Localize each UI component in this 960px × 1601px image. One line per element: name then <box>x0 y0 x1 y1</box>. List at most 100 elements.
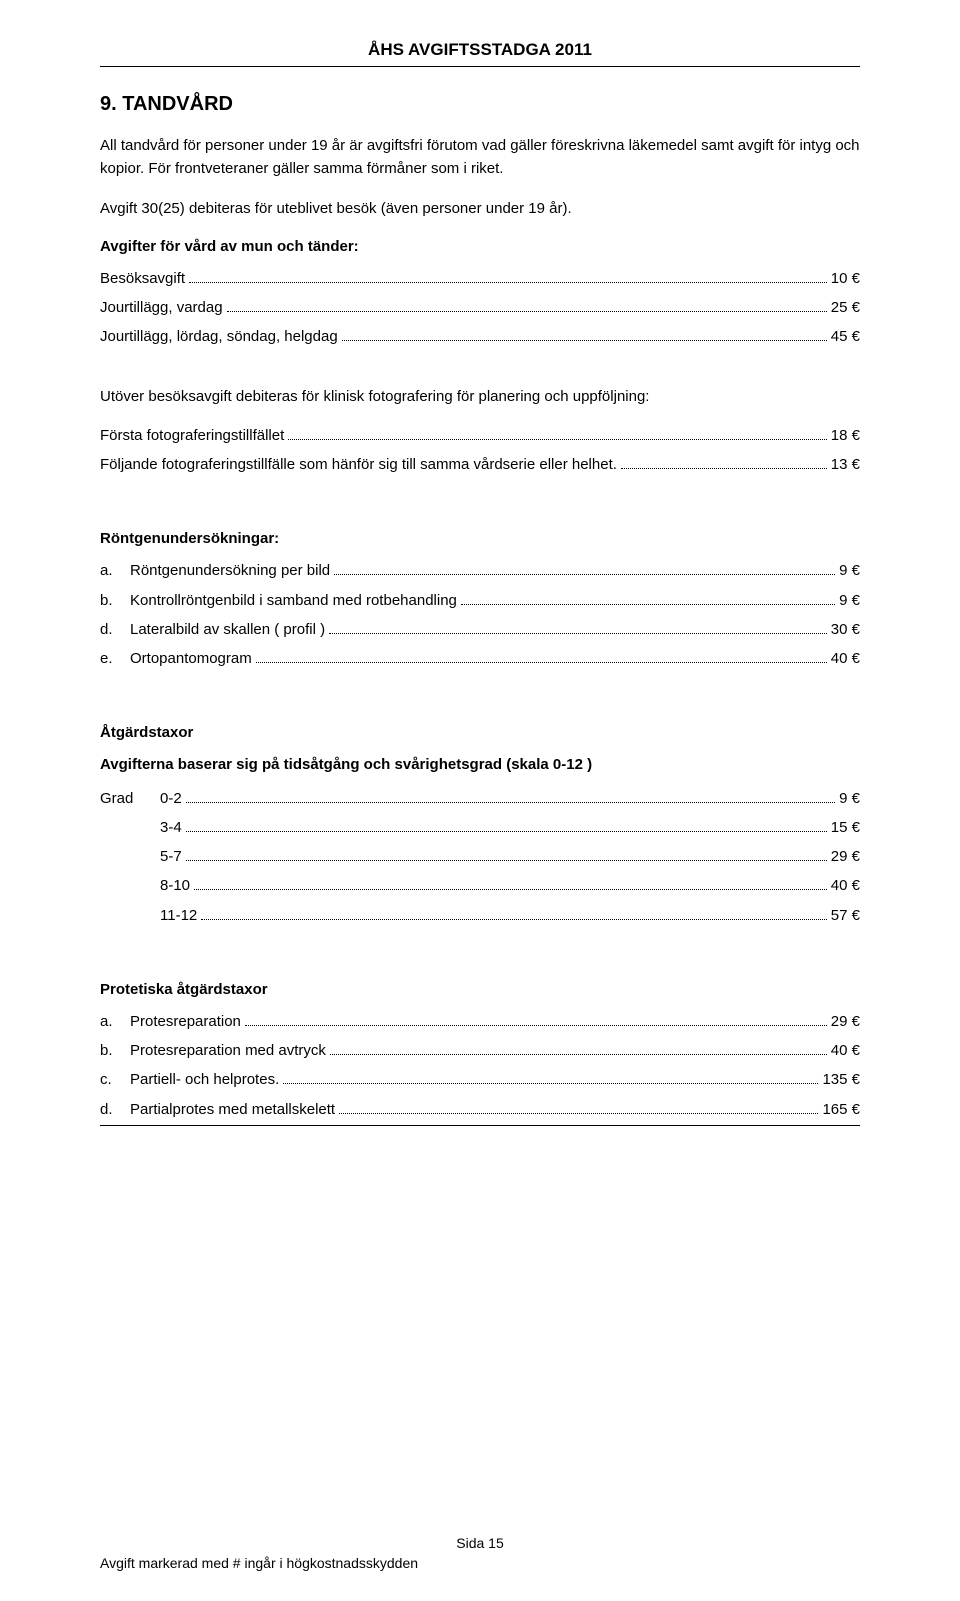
list-letter: d. <box>100 1098 130 1121</box>
leader-dots <box>334 574 835 575</box>
protet-value: 165 € <box>822 1098 860 1121</box>
leader-dots <box>461 604 835 605</box>
rontgen-text: Röntgenundersökning per bild <box>130 562 330 579</box>
protet-text: Protesreparation <box>130 1013 241 1030</box>
protet-label: c.Partiell- och helprotes. <box>100 1068 279 1091</box>
intro-paragraph-2: Avgift 30(25) debiteras för uteblivet be… <box>100 197 860 220</box>
doc-header: ÅHS AVGIFTSSTADGA 2011 <box>100 40 860 60</box>
leader-dots <box>288 439 827 440</box>
list-letter: d. <box>100 618 130 641</box>
grad-line: 8-10 40 € <box>100 874 860 897</box>
grad-label-wrap: 5-7 <box>100 845 182 868</box>
rontgen-line: b.Kontrollröntgenbild i samband med rotb… <box>100 589 860 612</box>
protet-text: Protesreparation med avtryck <box>130 1042 326 1059</box>
leader-dots <box>342 340 827 341</box>
leader-dots <box>245 1025 827 1026</box>
grad-word: Grad <box>100 787 160 810</box>
rontgen-label: e.Ortopantomogram <box>100 647 252 670</box>
intro-paragraph-1: All tandvård för personer under 19 år är… <box>100 134 860 181</box>
rontgen-text: Ortopantomogram <box>130 650 252 667</box>
grad-label-wrap: 11-12 <box>100 904 197 927</box>
grad-label-wrap: Grad0-2 <box>100 787 182 810</box>
grad-range: 0-2 <box>160 790 182 807</box>
fee-line: Jourtillägg, lördag, söndag, helgdag 45 … <box>100 325 860 348</box>
rontgen-value: 9 € <box>839 589 860 612</box>
grad-line: 5-7 29 € <box>100 845 860 868</box>
grad-range: 3-4 <box>160 819 182 836</box>
list-letter: b. <box>100 589 130 612</box>
leader-dots <box>227 311 827 312</box>
grad-value: 40 € <box>831 874 860 897</box>
footer-note: Avgift markerad med # ingår i högkostnad… <box>100 1555 860 1571</box>
rontgen-value: 30 € <box>831 618 860 641</box>
rontgen-line: d.Lateralbild av skallen ( profil ) 30 € <box>100 618 860 641</box>
list-letter: a. <box>100 559 130 582</box>
grad-line: 3-4 15 € <box>100 816 860 839</box>
protet-label: b.Protesreparation med avtryck <box>100 1039 326 1062</box>
fee-value: 25 € <box>831 296 860 319</box>
grad-range: 5-7 <box>160 848 182 865</box>
protet-line: a.Protesreparation 29 € <box>100 1010 860 1033</box>
header-divider <box>100 66 860 67</box>
fee-line: Jourtillägg, vardag 25 € <box>100 296 860 319</box>
foto-line: Första fotograferingstillfället 18 € <box>100 424 860 447</box>
grad-range: 11-12 <box>160 907 197 924</box>
fee-label: Jourtillägg, lördag, söndag, helgdag <box>100 325 338 348</box>
leader-dots <box>194 889 827 890</box>
leader-dots <box>339 1113 818 1114</box>
rontgen-line: e.Ortopantomogram 40 € <box>100 647 860 670</box>
document-page: ÅHS AVGIFTSSTADGA 2011 9. TANDVÅRD All t… <box>0 0 960 1601</box>
atgard-intro: Avgifterna baserar sig på tidsåtgång och… <box>100 753 860 776</box>
grad-value: 15 € <box>831 816 860 839</box>
leader-dots <box>186 860 827 861</box>
protet-value: 40 € <box>831 1039 860 1062</box>
fee-label: Besöksavgift <box>100 267 185 290</box>
leader-dots <box>186 802 835 803</box>
grad-value: 29 € <box>831 845 860 868</box>
list-letter: a. <box>100 1010 130 1033</box>
fees-heading: Avgifter för vård av mun och tänder: <box>100 238 860 255</box>
atgard-heading: Åtgärdstaxor <box>100 724 860 741</box>
rontgen-value: 40 € <box>831 647 860 670</box>
fee-value: 45 € <box>831 325 860 348</box>
foto-value: 18 € <box>831 424 860 447</box>
leader-dots <box>330 1054 827 1055</box>
page-footer: Sida 15 Avgift markerad med # ingår i hö… <box>100 1535 860 1571</box>
fee-label: Jourtillägg, vardag <box>100 296 223 319</box>
grad-line: 11-12 57 € <box>100 904 860 927</box>
protet-heading: Protetiska åtgärdstaxor <box>100 981 860 998</box>
grad-label-wrap: 3-4 <box>100 816 182 839</box>
protet-text: Partialprotes med metallskelett <box>130 1101 335 1118</box>
rontgen-label: a.Röntgenundersökning per bild <box>100 559 330 582</box>
footer-page-number: Sida 15 <box>100 1535 860 1551</box>
grad-range: 8-10 <box>160 877 190 894</box>
leader-dots <box>189 282 827 283</box>
leader-dots <box>283 1083 818 1084</box>
protet-label: d.Partialprotes med metallskelett <box>100 1098 335 1121</box>
rontgen-heading: Röntgenundersökningar: <box>100 530 860 547</box>
fee-value: 10 € <box>831 267 860 290</box>
grad-label-wrap: 8-10 <box>100 874 190 897</box>
rontgen-line: a.Röntgenundersökning per bild 9 € <box>100 559 860 582</box>
leader-dots <box>186 831 827 832</box>
rontgen-label: b.Kontrollröntgenbild i samband med rotb… <box>100 589 457 612</box>
foto-intro: Utöver besöksavgift debiteras för klinis… <box>100 385 860 408</box>
leader-dots <box>201 919 827 920</box>
rontgen-text: Lateralbild av skallen ( profil ) <box>130 621 325 638</box>
protet-label: a.Protesreparation <box>100 1010 241 1033</box>
protet-line: c.Partiell- och helprotes. 135 € <box>100 1068 860 1091</box>
protet-line: b.Protesreparation med avtryck 40 € <box>100 1039 860 1062</box>
list-letter: e. <box>100 647 130 670</box>
foto-label: Följande fotograferingstillfälle som hän… <box>100 453 617 476</box>
protet-text: Partiell- och helprotes. <box>130 1071 279 1088</box>
protet-value: 29 € <box>831 1010 860 1033</box>
fee-line: Besöksavgift 10 € <box>100 267 860 290</box>
rontgen-label: d.Lateralbild av skallen ( profil ) <box>100 618 325 641</box>
list-letter: b. <box>100 1039 130 1062</box>
protet-line: d.Partialprotes med metallskelett 165 € <box>100 1098 860 1126</box>
section-title: 9. TANDVÅRD <box>100 93 860 116</box>
foto-label: Första fotograferingstillfället <box>100 424 284 447</box>
grad-line: Grad0-2 9 € <box>100 787 860 810</box>
rontgen-text: Kontrollröntgenbild i samband med rotbeh… <box>130 592 457 609</box>
grad-value: 9 € <box>839 787 860 810</box>
